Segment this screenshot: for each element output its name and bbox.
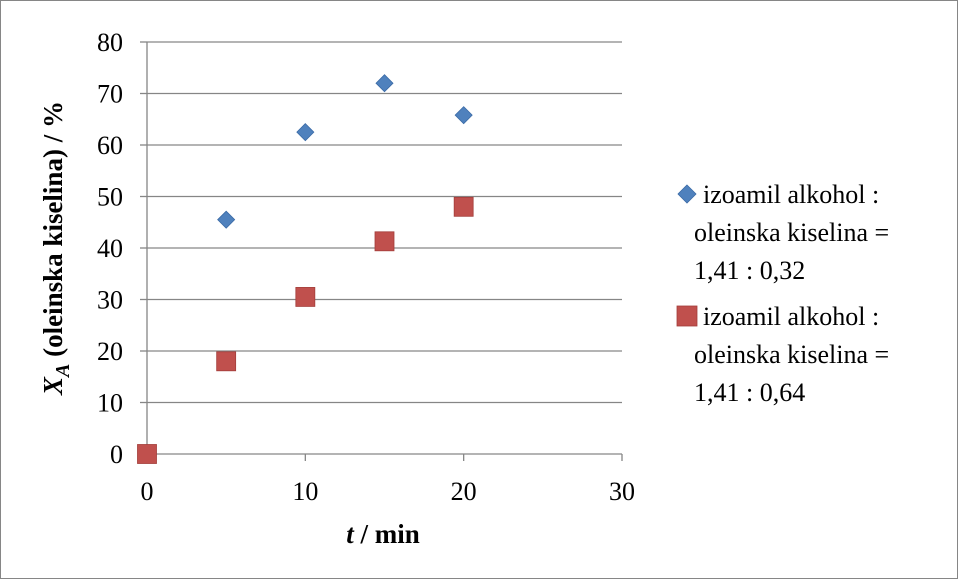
y-tick-label-80: 80: [97, 28, 123, 57]
y-axis-title: XA (oleinska kiselina) / %: [38, 101, 74, 396]
y-tick-labels: 0 10 20 30 40 50 60 70 80: [97, 28, 123, 469]
legend-marker-2: [676, 305, 698, 327]
series-1-point-3: [375, 74, 394, 93]
legend-label-1-line-1: izoamil alkohol :: [703, 180, 879, 209]
series-1-point-2: [296, 123, 315, 142]
legend-label-2-line-3: 1,41 : 0,64: [694, 378, 805, 407]
gridlines: [147, 41, 622, 404]
axes: [140, 41, 623, 461]
y-tick-label-20: 20: [97, 337, 123, 366]
x-tick-label-10: 10: [292, 477, 318, 506]
x-axis-title-variable: t: [346, 519, 355, 549]
series-2-point-2: [216, 351, 237, 372]
y-axis-title-rest: (oleinska kiselina) / %: [38, 101, 68, 364]
series-2: [137, 196, 474, 464]
y-axis-title-variable: X: [38, 376, 68, 396]
x-tick-labels: 0 10 20 30: [141, 477, 636, 506]
y-tick-label-10: 10: [97, 389, 123, 418]
x-axis-title: t / min: [346, 519, 420, 549]
legend-label-2-line-2: oleinska kiselina =: [694, 340, 889, 369]
legend: izoamil alkohol : oleinska kiselina = 1,41…: [676, 180, 889, 407]
series-layer: [137, 74, 474, 464]
legend-item-2: izoamil alkohol : oleinska kiselina = 1,41…: [676, 302, 889, 407]
legend-label-2-line-1: izoamil alkohol :: [703, 302, 879, 331]
legend-item-1: izoamil alkohol : oleinska kiselina = 1,41…: [677, 180, 889, 285]
y-tick-label-50: 50: [97, 183, 123, 212]
series-2-point-1: [137, 444, 157, 464]
x-axis-title-unit: / min: [354, 519, 420, 549]
y-axis-title-subscript: A: [52, 364, 74, 379]
y-tick-label-40: 40: [97, 234, 123, 263]
series-2-point-5: [453, 196, 474, 217]
legend-label-1-line-3: 1,41 : 0,32: [694, 256, 805, 285]
x-tick-label-20: 20: [451, 477, 477, 506]
legend-marker-1: [677, 184, 697, 204]
series-1-point-1: [217, 210, 236, 229]
legend-label-1-line-2: oleinska kiselina =: [694, 218, 889, 247]
x-tick-label-0: 0: [141, 477, 154, 506]
series-2-point-3: [295, 287, 316, 307]
y-tick-label-30: 30: [97, 286, 123, 315]
x-tick-label-30: 30: [609, 477, 635, 506]
y-tick-label-70: 70: [97, 80, 123, 109]
series-1-point-4: [454, 106, 473, 125]
series-1: [217, 74, 473, 229]
y-tick-label-60: 60: [97, 131, 123, 160]
series-2-point-4: [374, 231, 395, 252]
y-tick-label-0: 0: [110, 440, 123, 469]
